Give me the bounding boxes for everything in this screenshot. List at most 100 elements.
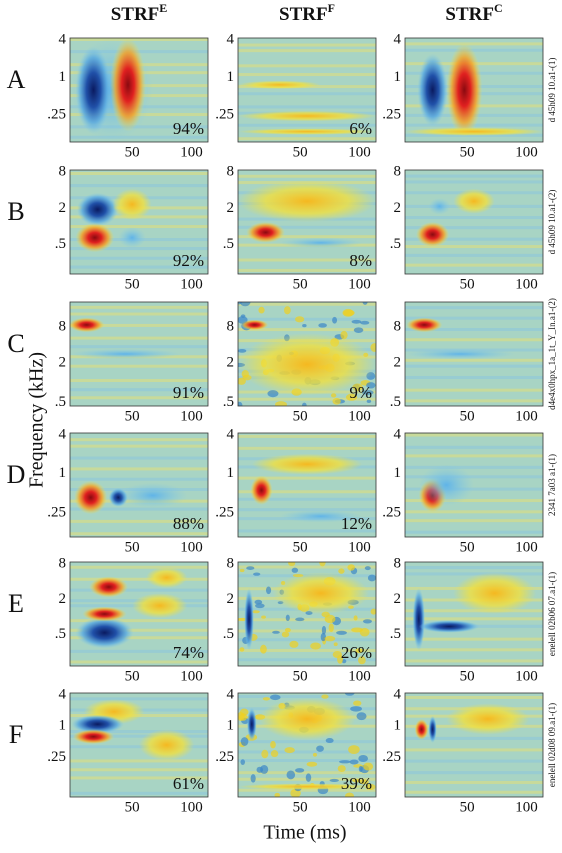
y-tick-label: 4 (59, 31, 67, 47)
heatmap-stripe (405, 388, 543, 392)
heatmap-blob (139, 729, 195, 761)
heatmap-stripe (405, 510, 543, 514)
heatmap-stripe (70, 336, 208, 340)
column-header-sup: C (494, 1, 503, 15)
panel-frame (404, 169, 544, 275)
heatmap-stripe (405, 237, 543, 241)
heatmap-blob (418, 464, 474, 506)
heatmap-blob (238, 128, 376, 135)
heatmap-stripe (70, 444, 208, 448)
heatmap-speckle (356, 712, 367, 721)
heatmap-blob (238, 80, 321, 89)
heatmap-stripe (405, 780, 543, 784)
y-tick-label: .5 (55, 394, 66, 410)
y-tick-label: .5 (390, 236, 401, 252)
heatmap (238, 38, 376, 142)
heatmap-stripe (238, 49, 376, 53)
heatmap-stripe (238, 302, 376, 306)
heatmap-stripe (405, 338, 543, 342)
heatmap (70, 302, 208, 406)
heatmap-stripe (405, 433, 543, 437)
heatmap-speckle (360, 320, 370, 325)
heatmap-speckle (240, 759, 246, 765)
panel-frame (69, 561, 209, 667)
heatmap-speckle (337, 765, 346, 773)
y-tick-label: 1 (59, 718, 67, 734)
heatmap-speckle (238, 401, 243, 406)
heatmap-blob (246, 707, 257, 741)
x-tick-label: 100 (515, 799, 538, 815)
heatmap-stripe (405, 771, 543, 775)
x-tick-label: 50 (125, 799, 140, 815)
column-header-sup: E (159, 1, 167, 15)
y-tick-label: .5 (390, 626, 401, 642)
heatmap-speckle (284, 627, 291, 633)
panel-frame (69, 301, 209, 407)
y-tick-label: 8 (59, 555, 67, 571)
heatmap-stripe (70, 577, 208, 581)
heatmap-stripe (70, 171, 208, 175)
heatmap-speckle (347, 564, 355, 571)
heatmap-stripe (238, 750, 376, 754)
x-tick-label: 100 (515, 668, 538, 684)
panel-frame (237, 432, 377, 538)
heatmap-blob (71, 714, 124, 734)
y-tick-label: 2 (394, 355, 402, 371)
heatmap-speckle (318, 323, 327, 328)
x-tick-label: 50 (460, 799, 475, 815)
heatmap (405, 562, 543, 666)
heatmap (70, 693, 208, 797)
x-tick-label: 100 (180, 144, 203, 160)
heatmap (238, 170, 376, 274)
side-label: 2341 7a03 a1-(1) (547, 454, 557, 516)
heatmap-stripe (238, 618, 376, 622)
heatmap-speckle (285, 614, 290, 622)
heatmap-speckle (239, 713, 248, 721)
x-tick-label: 100 (348, 144, 371, 160)
heatmap-blob (453, 572, 537, 614)
heatmap-speckle (351, 319, 362, 324)
x-tick-label: 50 (125, 539, 140, 555)
heatmap-stripe (238, 629, 376, 633)
heatmap-speckle (344, 693, 355, 696)
side-label: enelell 02d08 09.a1-(1) (547, 703, 557, 787)
heatmap-stripe (70, 38, 208, 42)
heatmap-blob (416, 222, 450, 247)
heatmap-blob (405, 127, 543, 136)
heatmap-stripe (405, 617, 543, 621)
heatmap-blob (446, 43, 483, 137)
heatmap-speckle (337, 655, 343, 664)
y-tick-label: 8 (59, 163, 67, 179)
heatmap (405, 38, 543, 142)
side-label: d 45h09 10.a1-(2) (547, 190, 557, 255)
x-tick-label: 100 (348, 539, 371, 555)
y-tick-label: 1 (227, 465, 235, 481)
x-tick-label: 50 (293, 144, 308, 160)
heatmap-stripe (70, 184, 208, 188)
panel-frame (237, 37, 377, 143)
heatmap-stripe (405, 445, 543, 449)
y-axis-label: Frequency (kHz) (26, 352, 48, 488)
heatmap-stripe (238, 174, 376, 178)
x-tick-label: 100 (180, 668, 203, 684)
heatmap-blob (118, 227, 146, 249)
x-tick-label: 100 (180, 408, 203, 424)
heatmap-speckle (328, 623, 334, 632)
heatmap-background (405, 170, 543, 274)
y-tick-label: 4 (227, 426, 235, 442)
y-tick-label: 8 (227, 318, 235, 334)
y-tick-label: 4 (394, 426, 402, 442)
x-tick-label: 50 (125, 144, 140, 160)
heatmap-speckle (343, 309, 355, 316)
heatmap-blob (118, 482, 188, 508)
y-tick-label: 2 (394, 591, 402, 607)
heatmap-stripe (238, 105, 376, 109)
panel-frame (69, 432, 209, 538)
heatmap-speckle (261, 749, 269, 759)
heatmap-speckle (265, 586, 272, 595)
heatmap-speckle (260, 644, 267, 654)
heatmap-stripe (238, 529, 376, 533)
heatmap-stripe (70, 791, 208, 795)
heatmap-stripe (405, 316, 543, 320)
heatmap-speckle (288, 562, 296, 567)
